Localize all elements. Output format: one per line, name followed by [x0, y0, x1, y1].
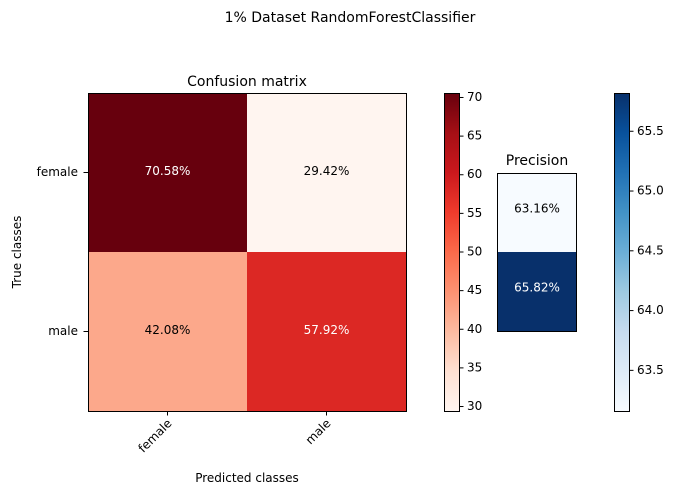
confusion-cell-label: 29.42%: [304, 164, 350, 178]
confusion-cell: [88, 252, 247, 411]
precision-colorbar-tick-label: 65.0: [637, 184, 664, 198]
confusion-colorbar: 30 35 40 45 50 55 60 65 70: [444, 90, 482, 413]
precision-colorbar-gradient: [614, 93, 629, 411]
x-axis-label: Predicted classes: [195, 471, 299, 485]
precision-colorbar-tick-label: 64.5: [637, 243, 664, 257]
confusion-matrix-title: Confusion matrix: [187, 74, 307, 90]
precision-colorbar-tick-label: 64.0: [637, 303, 664, 317]
confusion-colorbar-tick-label: 50: [467, 245, 482, 259]
y-tick-label: female: [37, 165, 78, 179]
confusion-colorbar-tick-label: 35: [467, 360, 482, 374]
figure-title: 1% Dataset RandomForestClassifier: [225, 10, 476, 26]
precision-frame: [497, 173, 577, 332]
confusion-cell-label: 70.58%: [145, 164, 191, 178]
confusion-colorbar-tick-label: 65: [467, 129, 482, 143]
confusion-cell: [247, 252, 406, 411]
precision-cell: [497, 252, 576, 331]
confusion-colorbar-tick-label: 55: [467, 206, 482, 220]
confusion-colorbar-tick-label: 45: [467, 283, 482, 297]
precision-cell: [497, 173, 576, 252]
confusion-colorbar-tick-label: 30: [467, 399, 482, 413]
confusion-matrix-frame: [88, 93, 407, 412]
confusion-cell-label: 42.08%: [145, 323, 191, 337]
confusion-colorbar-tick-label: 60: [467, 167, 482, 181]
y-tick-label: male: [48, 324, 78, 338]
confusion-cell: [88, 93, 247, 252]
confusion-matrix: Confusion matrix 70.58% 29.42% 42.08% 57.92…: [10, 74, 407, 485]
confusion-cell: [247, 93, 406, 252]
y-axis-label: True classes: [10, 216, 24, 290]
precision-colorbar-frame: [614, 93, 630, 412]
precision-matrix: Precision 63.16% 65.82%: [497, 153, 577, 332]
confusion-cell-label: 57.92%: [304, 323, 350, 337]
precision-colorbar-tick-label: 63.5: [637, 363, 664, 377]
precision-colorbar-tick-label: 65.5: [637, 124, 664, 138]
confusion-colorbar-tick-label: 70: [467, 90, 482, 104]
precision-cell-label: 65.82%: [514, 281, 560, 295]
x-tick-label: male: [303, 416, 334, 447]
x-tick-label: female: [135, 416, 174, 455]
confusion-colorbar-tick-label: 40: [467, 322, 482, 336]
precision-cell-label: 63.16%: [514, 202, 560, 216]
confusion-colorbar-gradient: [444, 93, 459, 411]
precision-colorbar: 63.5 64.0 64.5 65.0 65.5: [614, 93, 664, 412]
precision-title: Precision: [506, 153, 568, 169]
